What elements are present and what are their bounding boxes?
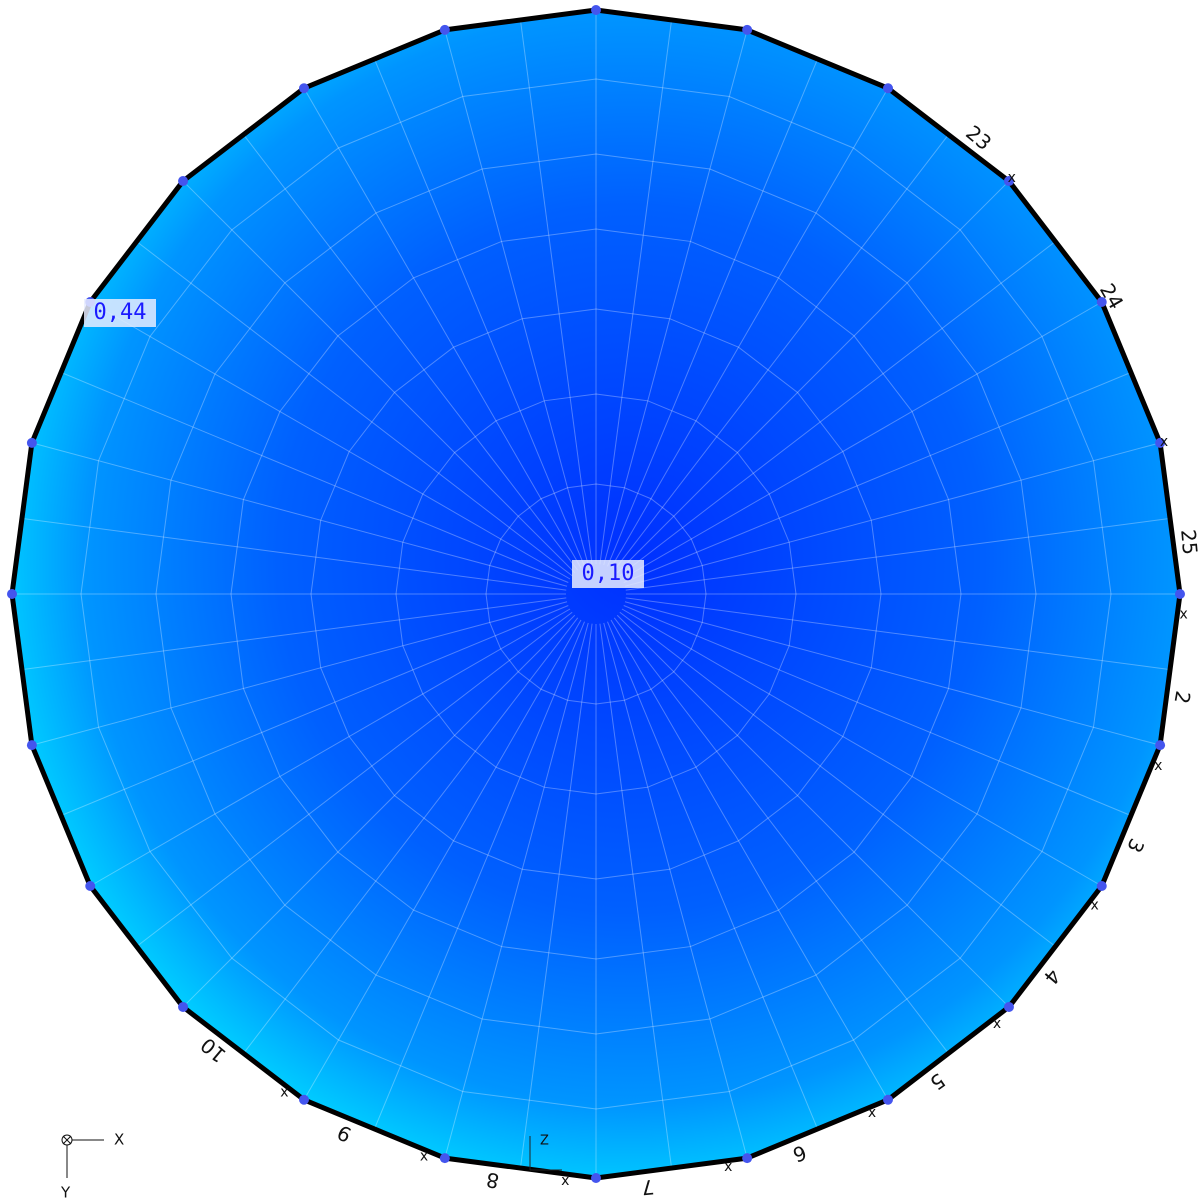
edge-label: 2 <box>1170 689 1196 706</box>
edge-marker: x <box>420 1148 428 1164</box>
edge-marker: x <box>993 1016 1001 1032</box>
node <box>299 1095 309 1105</box>
edge-label: 9 <box>333 1120 355 1147</box>
axis-x-label: X <box>114 1131 124 1149</box>
page: {"view": { "result_labels": {"max": "0,4… <box>0 0 1200 1201</box>
edge-marker: x <box>724 1159 732 1175</box>
node <box>27 438 37 448</box>
node <box>1097 881 1107 891</box>
edge-marker: x <box>1179 607 1187 623</box>
edge-marker: x <box>1154 758 1162 774</box>
node <box>742 25 752 35</box>
edge-label: 8 <box>484 1168 501 1194</box>
edge-label: 6 <box>790 1140 810 1167</box>
node <box>883 83 893 93</box>
edge-label: 3 <box>1122 835 1149 857</box>
node <box>440 1153 450 1163</box>
edge-label: 5 <box>925 1068 949 1095</box>
node <box>85 881 95 891</box>
edge-marker: x <box>561 1173 569 1189</box>
node <box>299 83 309 93</box>
node <box>1155 740 1165 750</box>
node <box>1004 1002 1014 1012</box>
node <box>178 176 188 186</box>
edge-label: 4 <box>1039 964 1066 989</box>
edge-marker: x <box>280 1085 288 1101</box>
min-label: 0,10 <box>582 561 635 586</box>
node <box>742 1153 752 1163</box>
node <box>1175 589 1185 599</box>
edge-label: 7 <box>641 1175 656 1200</box>
node <box>591 1173 601 1183</box>
axis-z-label: Z <box>540 1134 549 1149</box>
node <box>883 1095 893 1105</box>
node <box>27 740 37 750</box>
edge-marker: x <box>1160 434 1168 450</box>
node <box>178 1002 188 1012</box>
edge-label: 25 <box>1176 528 1200 555</box>
axis-y-label: Y <box>60 1184 71 1201</box>
edge-marker: x <box>1008 170 1016 186</box>
edge-marker: x <box>1091 898 1099 914</box>
node <box>440 25 450 35</box>
node <box>591 5 601 15</box>
viewport: 2523456789102324xxxxxxxxxxx0,440,10 X Y … <box>0 0 1200 1201</box>
edge-marker: x <box>868 1105 876 1121</box>
max-label: 0,44 <box>94 300 147 325</box>
node <box>7 589 17 599</box>
